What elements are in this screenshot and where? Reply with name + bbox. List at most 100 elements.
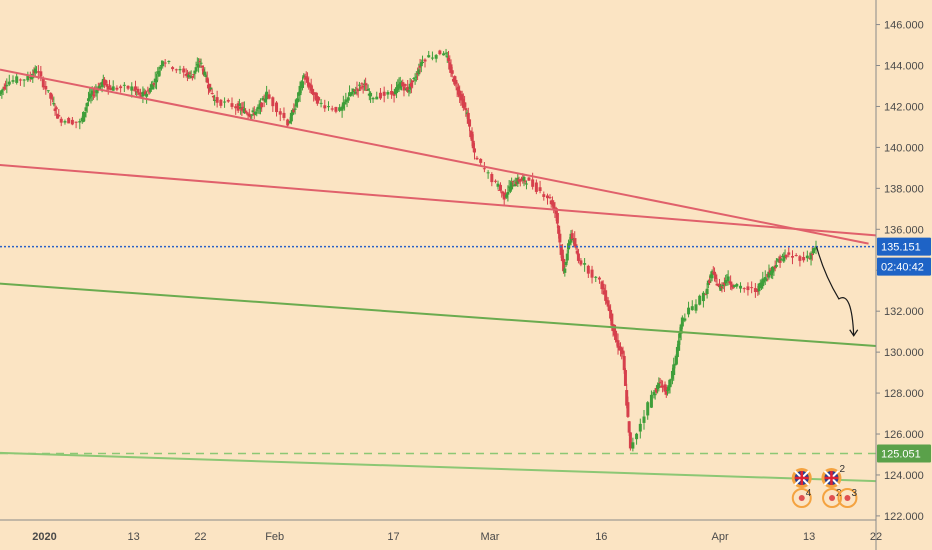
candle-up [814, 246, 818, 248]
candle-up [199, 62, 203, 64]
candle-down [241, 106, 245, 109]
candle-down [356, 89, 360, 92]
candle-up [649, 394, 653, 408]
candle-down [468, 119, 472, 127]
candle-up [194, 67, 198, 72]
time-tick-label: 22 [870, 531, 882, 543]
candle-up [653, 394, 657, 396]
candle-down [132, 89, 136, 91]
event-badge: 2 [839, 464, 845, 475]
price-tick-label: 146.000 [884, 20, 924, 32]
price-axis[interactable]: 122.000 124.000 126.000 128.000 130.000 132.0… [875, 0, 931, 550]
uk-flag-icon[interactable] [791, 468, 812, 488]
candle-down [418, 65, 422, 68]
price-tick-label: 132.000 [884, 306, 924, 318]
candle-down [200, 65, 204, 68]
candle-down [365, 89, 369, 91]
candle-down [36, 71, 40, 73]
resistance-lower-line [0, 163, 877, 237]
candle-up [694, 304, 698, 311]
candle-up [354, 91, 358, 94]
time-tick-label: 16 [595, 531, 607, 543]
candle-up [293, 108, 297, 110]
candle-up [673, 364, 677, 366]
candle-down [730, 285, 734, 288]
candle-down [51, 98, 55, 100]
candle-up [239, 107, 243, 109]
candle-down [104, 80, 108, 84]
candle-up [510, 182, 514, 190]
candle-up [767, 271, 771, 278]
candle-up [302, 75, 306, 78]
candle-down [146, 90, 150, 92]
candle-down [240, 108, 244, 111]
candle-up [0, 91, 3, 95]
candle-up [95, 89, 99, 94]
candle-up [254, 111, 257, 115]
candle-up [357, 84, 361, 86]
candle-down [558, 233, 562, 243]
candle-up [288, 121, 292, 124]
candle-down [198, 61, 202, 63]
candle-up [343, 102, 347, 105]
candle-down [720, 286, 724, 288]
events-count-icon[interactable]: 3 [837, 488, 858, 508]
candle-up [291, 109, 295, 115]
candle-down [546, 195, 549, 199]
candle-down [56, 114, 60, 119]
candle-down [794, 255, 798, 257]
candle-down [152, 83, 156, 85]
candle-up [762, 278, 766, 283]
candle-up [652, 391, 656, 396]
candle-down [708, 280, 712, 284]
candle-up [187, 74, 191, 78]
candle-down [562, 258, 566, 272]
candle-down [475, 157, 479, 160]
candle-down [626, 402, 630, 417]
candle-down [773, 265, 777, 269]
candle-down [494, 180, 498, 182]
candle-up [674, 355, 678, 365]
candle-down [704, 293, 708, 295]
candle-down [136, 88, 140, 93]
candle-up [434, 55, 438, 59]
candle-down [205, 77, 209, 83]
candle-down [464, 108, 468, 111]
candle-down [115, 87, 119, 90]
candle-up [506, 191, 510, 195]
candle-down [49, 92, 53, 99]
support-price-badge [877, 444, 931, 463]
candle-up [782, 256, 786, 262]
price-tick-label: 130.000 [884, 347, 924, 359]
uk-flag-icon[interactable]: 2 [821, 464, 845, 488]
candle-up [413, 79, 417, 81]
candle-up [319, 102, 323, 104]
candle-down [282, 112, 286, 118]
time-axis[interactable]: 2020 13 22 Feb 17 Mar 16 Apr 13 22 [0, 519, 882, 543]
price-tick-label: 124.000 [884, 470, 924, 482]
candle-up [294, 99, 298, 107]
candle-up [444, 52, 448, 54]
candle-down [119, 86, 123, 89]
candle-up [739, 285, 743, 289]
candle-down [473, 148, 476, 153]
events-count-icon[interactable]: 4 [791, 488, 812, 508]
candle-up [421, 61, 425, 63]
candle-up [250, 114, 254, 116]
candle-up [646, 402, 650, 416]
candle-up [341, 102, 345, 109]
candle-up [679, 324, 683, 334]
candle-down [334, 106, 338, 112]
candle-up [809, 253, 813, 260]
event-badge: 3 [851, 488, 857, 499]
candle-up [338, 107, 342, 111]
candle-up [255, 109, 259, 111]
candle-up [371, 97, 375, 100]
event-icons-layer[interactable]: 24 2 3 [791, 464, 858, 508]
candle-down [449, 64, 453, 73]
candle-up [513, 184, 517, 187]
candle-up [1, 88, 5, 90]
candle-down [323, 105, 327, 109]
